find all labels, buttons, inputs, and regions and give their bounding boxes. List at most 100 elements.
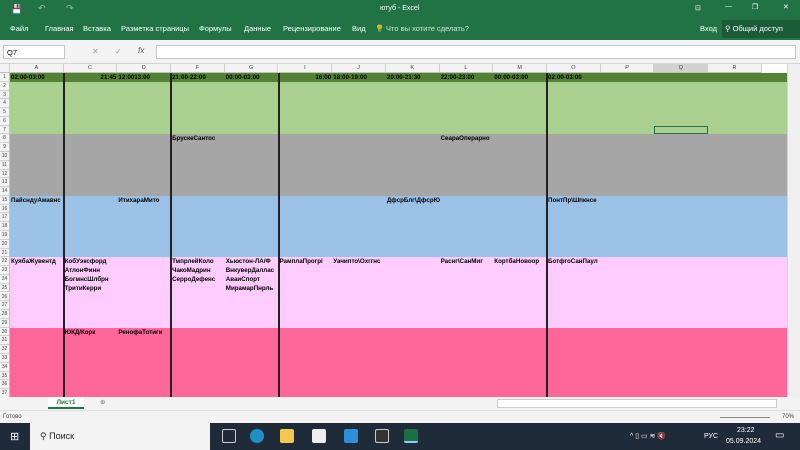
tab-page-layout[interactable]: Разметка страницы <box>121 24 190 33</box>
row-header[interactable]: 15 <box>0 195 10 205</box>
cell-D30[interactable]: РенофаТотиги <box>118 328 163 336</box>
worksheet-grid[interactable]: A C D F G I J K L M O P Q R 1 2 3 4 5 6 7 8 9 10 11 12 13 14 15 16 17 1… <box>0 64 787 397</box>
row-header[interactable]: 21 <box>0 248 10 258</box>
column-header[interactable]: P <box>600 64 655 73</box>
column-header[interactable]: K <box>385 64 440 73</box>
file-explorer-icon[interactable] <box>280 429 294 443</box>
column-header[interactable]: C <box>63 64 118 73</box>
windows-start-icon[interactable]: ⊞ <box>10 431 20 443</box>
cell-O15[interactable]: ПонтПр\Шпкнсе <box>548 196 597 204</box>
app-icon[interactable] <box>375 429 389 443</box>
tab-review[interactable]: Рецензирование <box>283 24 341 33</box>
mail-icon[interactable] <box>344 429 358 443</box>
row-header[interactable]: 27 <box>0 301 10 311</box>
cell-F8[interactable]: БрускеСантос <box>172 135 216 143</box>
tell-me-search[interactable]: Что вы хотите сделать? <box>386 24 469 33</box>
cell-K15[interactable]: ДфсрБлг\ДфсрЮ <box>386 196 441 204</box>
cell-A1[interactable]: 02:00-03:00 <box>11 74 45 81</box>
cell-M1[interactable]: 00:00-03:00 <box>494 74 529 81</box>
cell-G25[interactable]: МирамарПнрль <box>225 284 274 292</box>
cell-G24[interactable]: АваиСпорт <box>225 275 260 283</box>
excel-taskbar-icon[interactable] <box>404 429 418 443</box>
row-header[interactable]: 24 <box>0 274 10 284</box>
row-header[interactable]: 13 <box>0 178 10 188</box>
column-header[interactable]: L <box>439 64 494 73</box>
sheet-tab-list1[interactable]: Лист1 <box>48 397 84 409</box>
tab-formulas[interactable]: Формулы <box>199 24 232 33</box>
row-header[interactable]: 3 <box>0 90 10 100</box>
cell-G1[interactable]: 00:00-03:00 <box>225 74 260 81</box>
column-header[interactable]: F <box>171 64 225 73</box>
select-all-corner[interactable] <box>0 64 10 73</box>
tab-view[interactable]: Вид <box>352 24 366 33</box>
minimize-button[interactable]: — <box>725 3 732 10</box>
cell-C1[interactable]: 21:45 <box>100 74 117 81</box>
row-header[interactable]: 14 <box>0 187 10 196</box>
row-header[interactable]: 20 <box>0 239 10 249</box>
cell-A15[interactable]: ПайсндуАмавнс <box>11 196 61 204</box>
language-indicator[interactable]: РУС <box>704 433 719 440</box>
system-tray-icons[interactable]: ^ ▯ ▭ ≋ 🔇 <box>630 433 667 440</box>
column-header[interactable]: Q <box>654 64 709 73</box>
cell-I22[interactable]: РамплаПрогрі <box>279 258 323 266</box>
cell-C30[interactable]: ЮКД/Корк <box>64 328 96 336</box>
row-header[interactable]: 19 <box>0 231 10 240</box>
row-header[interactable]: 8 <box>0 134 10 144</box>
restore-button[interactable]: ❐ <box>752 4 759 11</box>
insert-function-button[interactable]: fx <box>138 46 145 55</box>
row-header[interactable]: 17 <box>0 213 10 223</box>
row-header[interactable]: 12 <box>0 169 10 179</box>
task-view-icon[interactable] <box>222 429 236 443</box>
row-header[interactable]: 29 <box>0 318 10 328</box>
cell-F22[interactable]: ТмпрлейКоло <box>172 258 214 266</box>
cell-C23[interactable]: АтлонФинн <box>64 267 100 275</box>
column-header[interactable]: I <box>278 64 333 73</box>
cell-F24[interactable]: СерроДефенс <box>172 275 216 283</box>
column-header[interactable]: R <box>708 64 762 73</box>
zoom-slider[interactable] <box>720 417 770 418</box>
cell-D1[interactable]: 12:0013:00 <box>118 74 151 81</box>
tab-file[interactable]: Файл <box>10 24 29 33</box>
row-header[interactable]: 37 <box>0 389 10 397</box>
row-header[interactable]: 26 <box>0 292 10 302</box>
save-icon[interactable]: 💾 <box>11 4 23 14</box>
cell-L1[interactable]: 22:00-23:00 <box>440 74 475 81</box>
ribbon-display-icon[interactable]: ⊡ <box>695 5 701 12</box>
undo-icon[interactable]: ↶ <box>38 3 46 13</box>
column-header[interactable]: J <box>332 64 386 73</box>
taskbar-search[interactable]: ⚲ Поиск <box>30 423 210 450</box>
tab-data[interactable]: Данные <box>244 24 272 33</box>
cell-D15[interactable]: ИтихараМито <box>118 196 160 204</box>
share-button[interactable]: ⚲ Общий доступ <box>722 20 800 38</box>
formula-input[interactable] <box>156 45 796 59</box>
row-header[interactable]: 31 <box>0 336 10 346</box>
notifications-icon[interactable]: ▭ <box>775 430 785 441</box>
row-header[interactable]: 4 <box>0 99 10 109</box>
row-header[interactable]: 6 <box>0 116 10 126</box>
cell-K1[interactable]: 20:00-21:30 <box>386 74 421 81</box>
cell-A22[interactable]: КуябаЖувентд <box>11 258 56 266</box>
name-box[interactable]: Q7 <box>3 45 65 59</box>
edge-icon[interactable] <box>250 429 264 443</box>
cell-L8[interactable]: СеараОперарно <box>440 135 490 143</box>
row-header[interactable]: 11 <box>0 160 10 170</box>
cancel-icon[interactable]: ✕ <box>92 47 99 56</box>
cell-I1[interactable]: 16:00 <box>315 74 332 81</box>
column-header[interactable]: D <box>117 64 172 73</box>
cell-O1[interactable]: 02:00-03:00 <box>548 74 582 81</box>
cell-C24[interactable]: БогмнсШлбрн <box>64 275 109 283</box>
cell-G22[interactable]: Хьюстон-ЛА/Ф <box>225 258 271 266</box>
row-header[interactable]: 1 <box>0 73 10 82</box>
cell-F23[interactable]: ЧакоМадрин <box>172 267 211 275</box>
column-header[interactable]: O <box>547 64 601 73</box>
column-header[interactable]: A <box>10 64 64 73</box>
row-header[interactable]: 18 <box>0 222 10 232</box>
signin-link[interactable]: Вход <box>700 24 717 33</box>
cell-O22[interactable]: БотфгоСанПаул <box>548 258 598 266</box>
column-header[interactable]: M <box>493 64 547 73</box>
cell-C22[interactable]: КобУэксфорд <box>64 258 107 266</box>
column-header[interactable]: G <box>224 64 279 73</box>
cell-G23[interactable]: ВнкуверДаллас <box>225 267 275 275</box>
cell-J22[interactable]: Уачипто\Охггнс <box>333 258 381 266</box>
cell-C25[interactable]: ТритиКерри <box>64 284 102 292</box>
